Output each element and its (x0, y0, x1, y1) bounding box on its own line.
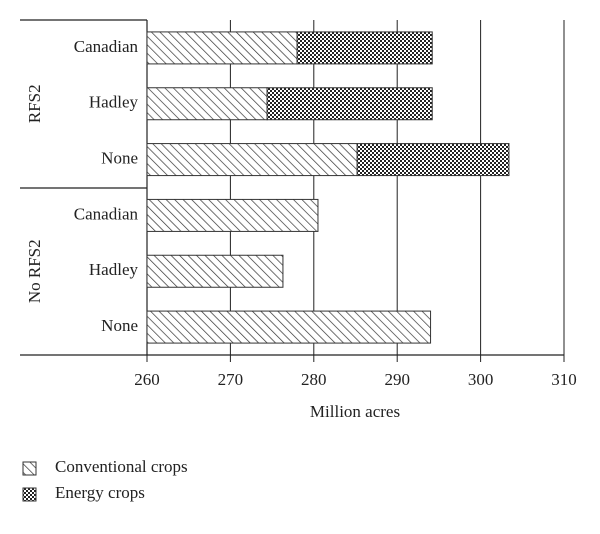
group-label: No RFS2 (25, 239, 44, 303)
bar-segment (356, 143, 510, 177)
bar-segment (146, 143, 358, 177)
bar-segment (296, 31, 433, 65)
bar-segment (146, 87, 268, 121)
bar-segment (146, 31, 298, 65)
legend-label: Energy crops (55, 483, 145, 502)
legend-label: Conventional crops (55, 457, 188, 476)
bar-segment (146, 198, 319, 232)
group-label: RFS2 (25, 84, 44, 123)
category-label: Canadian (74, 37, 139, 56)
legend-swatch (22, 461, 37, 476)
bar-segment (266, 87, 433, 121)
x-tick-label: 310 (551, 370, 577, 389)
category-label: Canadian (74, 204, 139, 223)
bar-segment (146, 254, 284, 288)
legend-swatch (22, 487, 37, 502)
category-label: Hadley (89, 93, 139, 112)
x-tick-label: 300 (468, 370, 494, 389)
x-tick-label: 280 (301, 370, 327, 389)
category-label: None (101, 316, 138, 335)
category-label: None (101, 148, 138, 167)
x-tick-label: 270 (218, 370, 244, 389)
bar-segment (146, 310, 432, 344)
x-axis-label: Million acres (310, 402, 400, 421)
category-label: Hadley (89, 260, 139, 279)
x-tick-label: 290 (384, 370, 410, 389)
x-tick-label: 260 (134, 370, 160, 389)
